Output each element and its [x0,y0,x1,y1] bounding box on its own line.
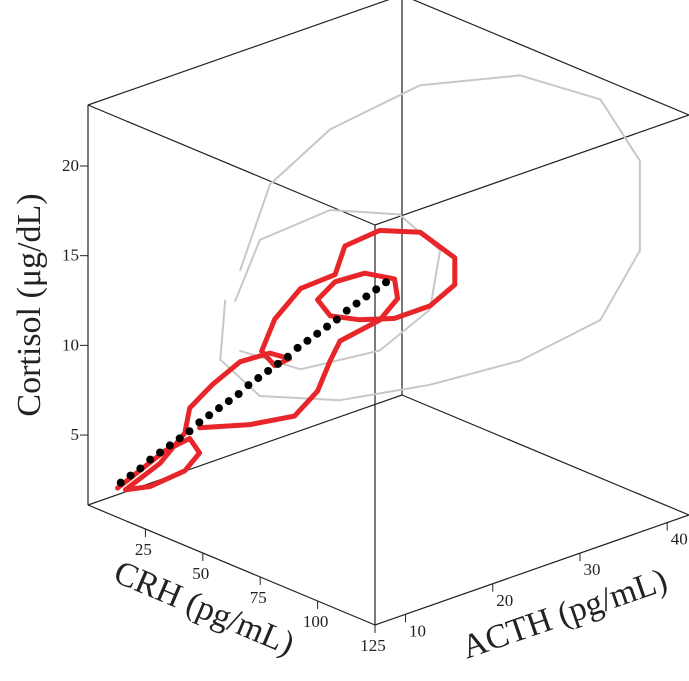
trajectory [115,227,458,493]
box-edge [412,0,689,116]
point [313,329,322,338]
x-tick-label: 50 [192,564,209,583]
point [136,464,145,473]
point [332,315,341,324]
z-axis-title: Cortisol (μg/dL) [11,193,48,416]
z-tick-label: 15 [62,246,79,265]
point [156,448,165,457]
point [362,292,371,301]
x-tick-label: 25 [135,540,152,559]
point [234,390,243,399]
point [195,418,204,427]
y-tick-label: 10 [409,621,426,640]
z-tick-label: 5 [71,425,80,444]
point [382,278,391,287]
y-axis-title: ACTH (pg/mL) [457,562,672,667]
x-tick-label: 125 [360,636,386,655]
point [244,381,253,390]
x-tick-label: 75 [250,588,267,607]
point [116,478,125,487]
point [273,359,282,368]
box-edge [374,114,689,226]
point [175,434,184,443]
z-tick-label: 10 [62,335,79,354]
y-tick-label: 20 [496,591,513,610]
box-edge [87,0,390,106]
box-edge [87,504,376,626]
x-tick-label: 100 [303,612,329,631]
point [323,322,332,331]
point [126,471,135,480]
z-tick-label: 20 [62,156,79,175]
point [146,455,155,464]
point [205,411,214,420]
point [372,285,381,294]
box-edge [87,104,376,226]
trajectory [219,74,641,402]
point [264,366,273,375]
box-edge [401,394,689,516]
y-tick-label: 40 [671,530,688,549]
point [185,427,194,436]
point [224,397,233,406]
point [214,404,223,413]
point [303,336,312,345]
point [352,299,361,308]
box-edge [374,514,689,626]
point [283,352,292,361]
y-tick-label: 30 [583,560,600,579]
point [293,343,302,352]
point [342,306,351,315]
point [165,441,174,450]
point [254,374,263,383]
